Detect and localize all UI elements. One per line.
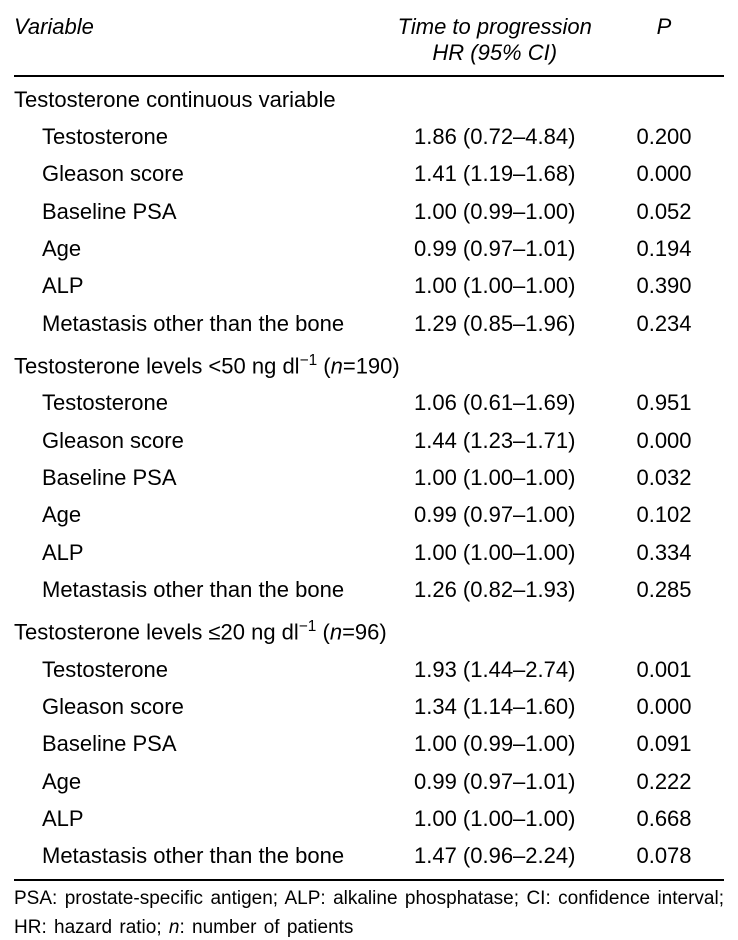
table-footnote-line2: HR: hazard ratio; n: number of patients — [14, 910, 724, 940]
cell-variable: ALP — [14, 267, 385, 304]
cell-hr: 0.99 (0.97–1.01) — [385, 230, 604, 267]
cell-p: 0.200 — [604, 118, 724, 155]
section-title: Testosterone levels <50 ng dl−1 (n=190) — [14, 342, 724, 385]
cell-hr: 1.00 (1.00–1.00) — [385, 534, 604, 571]
cell-p: 0.000 — [604, 688, 724, 725]
cell-variable: Gleason score — [14, 422, 385, 459]
section-header-row: Testosterone levels ≤20 ng dl−1 (n=96) — [14, 608, 724, 651]
cell-variable: Testosterone — [14, 651, 385, 688]
col-header-p: P — [604, 10, 724, 76]
cell-hr: 1.00 (1.00–1.00) — [385, 267, 604, 304]
table-row: Baseline PSA1.00 (1.00–1.00)0.032 — [14, 459, 724, 496]
hazard-ratio-table: Variable Time to progression HR (95% CI)… — [14, 10, 724, 881]
cell-hr: 0.99 (0.97–1.00) — [385, 496, 604, 533]
col-header-hr: Time to progression HR (95% CI) — [385, 10, 604, 76]
cell-variable: ALP — [14, 800, 385, 837]
cell-variable: Baseline PSA — [14, 725, 385, 762]
cell-hr: 1.00 (1.00–1.00) — [385, 800, 604, 837]
table-row: Gleason score1.41 (1.19–1.68)0.000 — [14, 155, 724, 192]
table-row: Gleason score1.34 (1.14–1.60)0.000 — [14, 688, 724, 725]
cell-p: 0.052 — [604, 193, 724, 230]
cell-p: 0.091 — [604, 725, 724, 762]
cell-hr: 1.00 (0.99–1.00) — [385, 725, 604, 762]
cell-hr: 1.47 (0.96–2.24) — [385, 837, 604, 879]
cell-hr: 1.06 (0.61–1.69) — [385, 384, 604, 421]
table-row: Metastasis other than the bone1.47 (0.96… — [14, 837, 724, 879]
cell-p: 0.234 — [604, 305, 724, 342]
cell-hr: 1.26 (0.82–1.93) — [385, 571, 604, 608]
cell-hr: 1.00 (0.99–1.00) — [385, 193, 604, 230]
cell-p: 0.334 — [604, 534, 724, 571]
cell-p: 0.951 — [604, 384, 724, 421]
section-header-row: Testosterone continuous variable — [14, 76, 724, 118]
cell-variable: Baseline PSA — [14, 193, 385, 230]
cell-p: 0.285 — [604, 571, 724, 608]
cell-variable: Age — [14, 496, 385, 533]
col-header-hr-line1: Time to progression — [398, 14, 592, 39]
cell-p: 0.032 — [604, 459, 724, 496]
cell-hr: 0.99 (0.97–1.01) — [385, 763, 604, 800]
table-row: Metastasis other than the bone1.29 (0.85… — [14, 305, 724, 342]
table-footnote-line1: PSA: prostate-specific antigen; ALP: alk… — [14, 881, 724, 911]
cell-hr: 1.93 (1.44–2.74) — [385, 651, 604, 688]
table-row: Metastasis other than the bone1.26 (0.82… — [14, 571, 724, 608]
table-row: Age0.99 (0.97–1.01)0.194 — [14, 230, 724, 267]
table-row: Baseline PSA1.00 (0.99–1.00)0.091 — [14, 725, 724, 762]
col-header-hr-line2: HR (95% CI) — [432, 40, 557, 65]
cell-variable: Testosterone — [14, 384, 385, 421]
table-row: Age0.99 (0.97–1.01)0.222 — [14, 763, 724, 800]
table-row: Gleason score1.44 (1.23–1.71)0.000 — [14, 422, 724, 459]
table-row: Age0.99 (0.97–1.00)0.102 — [14, 496, 724, 533]
cell-p: 0.102 — [604, 496, 724, 533]
table-row: Baseline PSA1.00 (0.99–1.00)0.052 — [14, 193, 724, 230]
cell-p: 0.078 — [604, 837, 724, 879]
section-title: Testosterone continuous variable — [14, 76, 724, 118]
cell-p: 0.000 — [604, 155, 724, 192]
cell-variable: Gleason score — [14, 688, 385, 725]
cell-p: 0.000 — [604, 422, 724, 459]
cell-hr: 1.34 (1.14–1.60) — [385, 688, 604, 725]
table-row: ALP1.00 (1.00–1.00)0.334 — [14, 534, 724, 571]
cell-hr: 1.44 (1.23–1.71) — [385, 422, 604, 459]
table-row: Testosterone1.86 (0.72–4.84)0.200 — [14, 118, 724, 155]
cell-p: 0.222 — [604, 763, 724, 800]
cell-variable: Metastasis other than the bone — [14, 571, 385, 608]
table-row: ALP1.00 (1.00–1.00)0.390 — [14, 267, 724, 304]
cell-p: 0.668 — [604, 800, 724, 837]
table-row: Testosterone1.06 (0.61–1.69)0.951 — [14, 384, 724, 421]
cell-hr: 1.29 (0.85–1.96) — [385, 305, 604, 342]
cell-variable: Baseline PSA — [14, 459, 385, 496]
section-title: Testosterone levels ≤20 ng dl−1 (n=96) — [14, 608, 724, 651]
section-header-row: Testosterone levels <50 ng dl−1 (n=190) — [14, 342, 724, 385]
cell-variable: Metastasis other than the bone — [14, 305, 385, 342]
cell-variable: Gleason score — [14, 155, 385, 192]
table-row: ALP1.00 (1.00–1.00)0.668 — [14, 800, 724, 837]
cell-variable: ALP — [14, 534, 385, 571]
cell-variable: Age — [14, 763, 385, 800]
cell-p: 0.390 — [604, 267, 724, 304]
cell-variable: Metastasis other than the bone — [14, 837, 385, 879]
cell-hr: 1.86 (0.72–4.84) — [385, 118, 604, 155]
cell-variable: Age — [14, 230, 385, 267]
table-body: Testosterone continuous variableTestoste… — [14, 76, 724, 880]
col-header-variable: Variable — [14, 10, 385, 76]
cell-p: 0.001 — [604, 651, 724, 688]
cell-p: 0.194 — [604, 230, 724, 267]
cell-hr: 1.00 (1.00–1.00) — [385, 459, 604, 496]
table-header: Variable Time to progression HR (95% CI)… — [14, 10, 724, 76]
cell-variable: Testosterone — [14, 118, 385, 155]
cell-hr: 1.41 (1.19–1.68) — [385, 155, 604, 192]
table-row: Testosterone1.93 (1.44–2.74)0.001 — [14, 651, 724, 688]
